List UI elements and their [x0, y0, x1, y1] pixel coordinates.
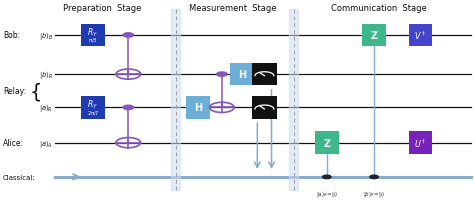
- Text: Z: Z: [323, 138, 330, 148]
- Text: Relay:: Relay:: [3, 87, 26, 96]
- FancyBboxPatch shape: [81, 25, 105, 47]
- FancyBboxPatch shape: [315, 132, 338, 154]
- Text: $R_Y$: $R_Y$: [87, 98, 98, 111]
- Text: $U^\dagger$: $U^\dagger$: [414, 137, 427, 149]
- Circle shape: [123, 34, 134, 38]
- Text: Classical:: Classical:: [3, 174, 36, 180]
- FancyBboxPatch shape: [81, 97, 105, 119]
- Text: H: H: [194, 103, 202, 113]
- Text: H: H: [237, 70, 246, 80]
- Text: Measurement  Stage: Measurement Stage: [189, 4, 276, 13]
- Text: Preparation  Stage: Preparation Stage: [63, 4, 142, 13]
- Text: $\pi/3$: $\pi/3$: [88, 36, 98, 44]
- Text: $|a\rangle_R\!=\!|i\rangle$: $|a\rangle_R\!=\!|i\rangle$: [316, 188, 338, 198]
- Text: $R_Y$: $R_Y$: [87, 26, 98, 38]
- Text: $|b\rangle_B$: $|b\rangle_B$: [38, 30, 53, 42]
- Circle shape: [217, 73, 227, 77]
- Text: $V^\dagger$: $V^\dagger$: [414, 30, 426, 42]
- Text: Communication  Stage: Communication Stage: [331, 4, 427, 13]
- Text: $|a\rangle_R$: $|a\rangle_R$: [38, 102, 52, 114]
- Text: $|b\rangle_R$: $|b\rangle_R$: [38, 69, 52, 81]
- Circle shape: [370, 175, 378, 179]
- Text: $2\pi/7$: $2\pi/7$: [87, 108, 99, 116]
- Circle shape: [123, 106, 134, 110]
- FancyBboxPatch shape: [252, 64, 277, 86]
- Text: Z: Z: [371, 31, 378, 41]
- FancyBboxPatch shape: [409, 25, 432, 47]
- Text: {: {: [29, 82, 42, 101]
- FancyBboxPatch shape: [186, 97, 210, 119]
- FancyBboxPatch shape: [409, 132, 432, 154]
- FancyBboxPatch shape: [252, 97, 277, 119]
- Circle shape: [322, 175, 331, 179]
- Text: $|a\rangle_A$: $|a\rangle_A$: [38, 137, 52, 149]
- FancyBboxPatch shape: [362, 25, 386, 47]
- FancyBboxPatch shape: [230, 64, 254, 86]
- Text: Alice:: Alice:: [3, 138, 24, 147]
- Text: $|b\rangle_R\!=\!|i\rangle$: $|b\rangle_R\!=\!|i\rangle$: [363, 188, 385, 198]
- Text: Bob:: Bob:: [3, 31, 20, 40]
